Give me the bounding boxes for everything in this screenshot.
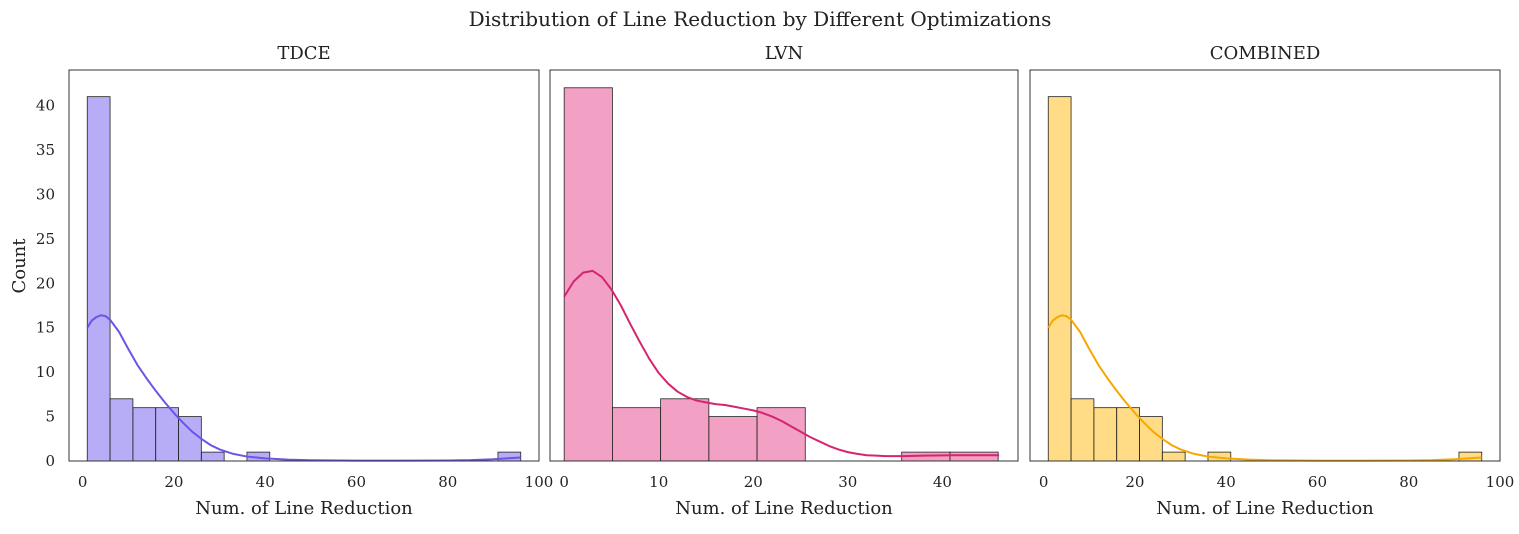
y-tick-label: 10 [36,363,55,381]
histogram-bar [612,407,662,462]
x-axis-label: Num. of Line Reduction [675,498,893,519]
x-tick-label: 0 [1039,473,1049,491]
figure-title: Distribution of Line Reduction by Differ… [469,7,1052,31]
histogram-bar [86,96,111,462]
x-tick-label: 40 [933,473,952,491]
y-axis-label: Count [9,238,30,294]
histogram-bar [1070,398,1095,462]
panel-title: COMBINED [1210,43,1321,64]
x-tick-label: 20 [164,473,183,491]
panel-combined: COMBINED 0 20 40 60 80 100 Num. of Line Reducti… [1029,43,1515,519]
panel-tdce: TDCE 0 20 40 60 80 100 0 5 10 15 20 25 30 35 40 Num. of … [36,43,553,519]
histogram-bar [1093,407,1118,462]
x-tick-label: 60 [1308,473,1327,491]
x-tick-label: 80 [1399,473,1418,491]
histogram-bar [1047,96,1072,462]
panel-title: TDCE [277,43,330,64]
y-tick-label: 20 [36,274,55,292]
x-tick-label: 40 [256,473,275,491]
histogram-bar [756,407,806,462]
x-tick-label: 20 [744,473,763,491]
panel-title: LVN [765,43,804,64]
y-tick-label: 0 [45,452,55,470]
x-axis-label: Num. of Line Reduction [195,498,413,519]
x-tick-label: 60 [347,473,366,491]
histogram-bar [1139,416,1163,462]
y-tick-label: 35 [36,141,55,159]
y-tick-label: 25 [36,230,55,248]
histogram-bar [660,398,710,462]
y-tick-label: 40 [36,97,55,115]
x-tick-label: 0 [78,473,88,491]
histogram-bar [1161,451,1186,462]
x-tick-label: 100 [1486,473,1515,491]
x-tick-label: 80 [438,473,457,491]
histogram-bar [708,416,758,462]
kde-line [563,269,1000,458]
histogram-bar [109,398,134,462]
histogram-bar [200,451,225,462]
x-tick-label: 40 [1217,473,1236,491]
axes-frame [1029,69,1501,462]
y-tick-label: 5 [45,408,55,426]
y-tick-label: 15 [36,319,55,337]
axes-frame [549,69,1019,462]
panel-lvn: LVN 0 10 20 30 40 Num. of Line Reduction [549,43,1019,519]
histogram-bar [949,451,999,462]
histogram-bar [132,407,157,462]
x-tick-label: 20 [1125,473,1144,491]
x-tick-label: 30 [838,473,857,491]
x-tick-label: 10 [649,473,668,491]
axes-frame [68,69,540,462]
histogram-bar [563,87,613,462]
x-tick-label: 100 [525,473,554,491]
x-tick-label: 0 [559,473,569,491]
y-tick-label: 30 [36,185,55,203]
histogram-bar [178,416,202,462]
x-axis-label: Num. of Line Reduction [1156,498,1374,519]
